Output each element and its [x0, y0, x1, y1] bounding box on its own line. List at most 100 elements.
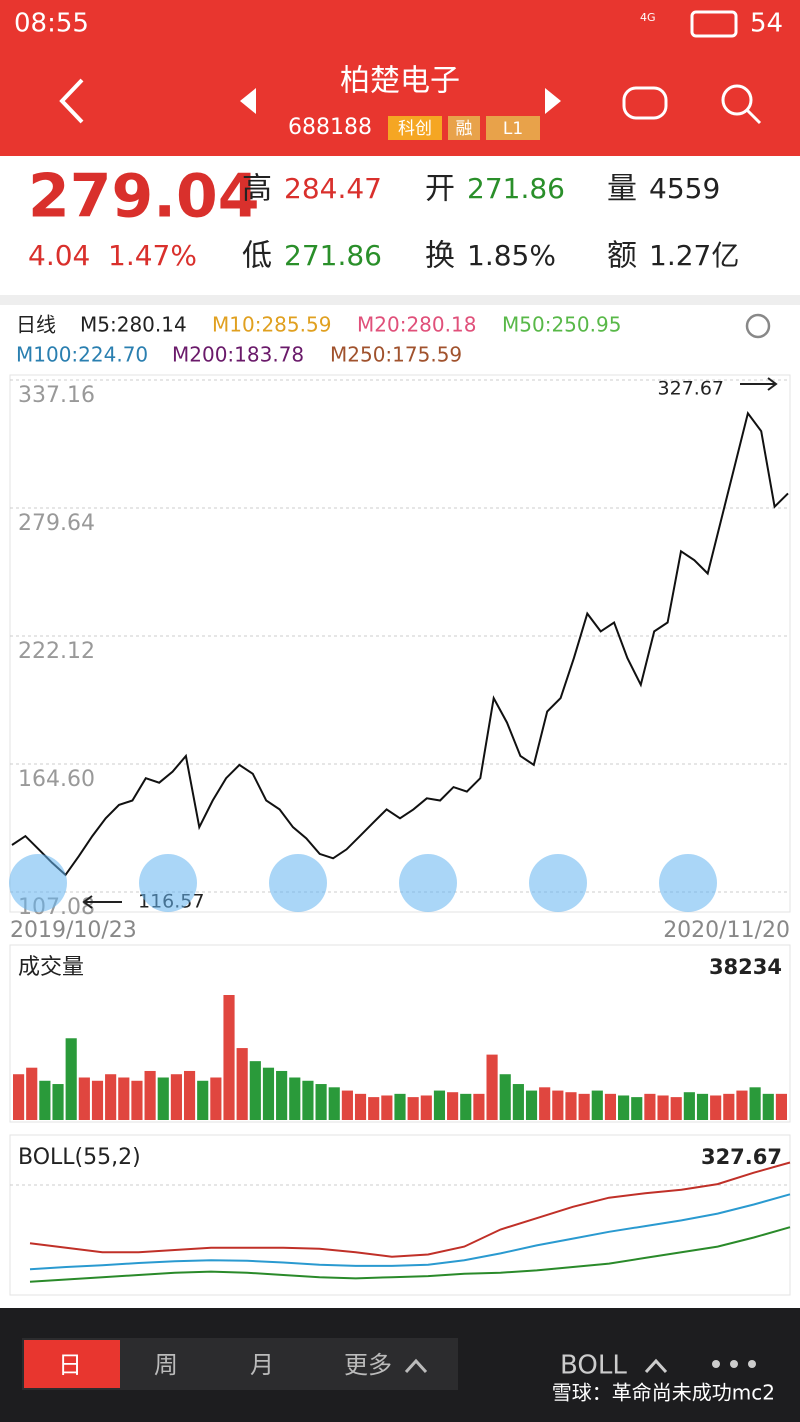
max-label: 327.67 — [658, 378, 724, 400]
x-label: 2020/11/20 — [663, 918, 790, 943]
ma-label: M100:224.70 — [16, 343, 148, 367]
volume-bar — [762, 1093, 774, 1120]
volume-bar — [775, 1093, 787, 1120]
ma-label: 日线 — [16, 313, 56, 337]
field-label: 额 — [607, 239, 637, 274]
volume-bar — [91, 1080, 104, 1120]
field-label: 低 — [242, 239, 272, 274]
settings-icon[interactable] — [745, 313, 771, 339]
volume-bar — [525, 1090, 538, 1120]
tab[interactable]: 更多 — [344, 1351, 392, 1379]
tag-bg — [448, 116, 480, 140]
volume-bar — [341, 1090, 353, 1120]
chevron — [404, 1358, 428, 1374]
volume-bar — [13, 1074, 25, 1120]
volume-bar — [39, 1080, 51, 1120]
zoom-button[interactable] — [139, 854, 197, 912]
volume-bar — [591, 1090, 603, 1120]
volume-bar — [486, 1054, 498, 1120]
prev-stock[interactable] — [240, 88, 256, 114]
change-pct: 1.47% — [108, 239, 197, 272]
back-button[interactable] — [59, 78, 84, 124]
volume-bar — [354, 1093, 367, 1120]
ma-label: M200:183.78 — [172, 343, 304, 367]
next-stock[interactable] — [545, 88, 561, 114]
volume-bar — [723, 1093, 735, 1120]
volume-bar — [52, 1084, 64, 1120]
volume-bar — [552, 1090, 564, 1120]
status-time: 08:55 — [14, 9, 89, 39]
volume-bar — [433, 1090, 446, 1120]
more-dot — [748, 1360, 756, 1368]
ma-label: M250:175.59 — [330, 343, 462, 367]
boll-line — [29, 1226, 791, 1283]
tab-active — [24, 1340, 120, 1388]
volume-bar — [749, 1087, 761, 1120]
boll-panel — [9, 1134, 791, 1296]
volume-bar — [683, 1092, 695, 1120]
zoom-button[interactable] — [529, 854, 587, 912]
zoom-button[interactable] — [399, 854, 457, 912]
field-value: 1.27亿 — [649, 239, 739, 272]
price: 279.04 — [28, 162, 260, 232]
volume-bar — [394, 1093, 406, 1120]
volume-bar — [696, 1093, 709, 1120]
volume-bar — [249, 1061, 261, 1120]
max-arrow — [740, 377, 778, 391]
tab[interactable]: 周 — [154, 1351, 178, 1379]
tab[interactable]: 日 — [58, 1351, 82, 1379]
search-icon[interactable] — [721, 84, 753, 116]
volume-bar — [262, 1067, 275, 1120]
zoom-button[interactable] — [269, 854, 327, 912]
volume-bar — [144, 1070, 156, 1120]
zoom-button[interactable] — [659, 854, 717, 912]
stock-code: 688188 — [288, 115, 372, 140]
volume-bar — [315, 1084, 327, 1120]
volume-bar — [26, 1067, 38, 1120]
y-tick-label: 38234 — [709, 955, 782, 979]
x-label: 2019/10/23 — [10, 918, 137, 943]
volume-bar — [604, 1093, 617, 1120]
volume-bar — [170, 1074, 182, 1120]
battery: 54 — [750, 9, 783, 39]
volume-bar — [236, 1048, 248, 1120]
y-tick-label: 164.60 — [18, 767, 95, 792]
volume-bar — [736, 1090, 748, 1120]
field-label: 开 — [425, 172, 455, 207]
ma-label: M50:250.95 — [502, 313, 621, 337]
volume-bar — [460, 1093, 472, 1120]
field-value: 284.47 — [284, 172, 382, 205]
tab[interactable]: 月 — [250, 1351, 274, 1379]
volume-bar — [420, 1095, 432, 1120]
volume-bar — [473, 1093, 485, 1120]
field-value: 1.85% — [467, 239, 556, 272]
volume-bar — [670, 1097, 682, 1120]
volume-bar — [578, 1093, 590, 1120]
zoom-button[interactable] — [9, 854, 67, 912]
separator — [0, 295, 800, 305]
volume-bar — [183, 1070, 196, 1120]
search-icon — [745, 108, 762, 125]
tag: 融 — [456, 119, 473, 139]
volume-bar — [657, 1095, 669, 1120]
price-panel — [9, 374, 791, 913]
field-label: 量 — [607, 172, 637, 207]
volume-bar — [223, 995, 235, 1120]
watermark: 雪球：革命尚未成功mc2 — [552, 1381, 775, 1405]
field-value: 4559 — [649, 172, 720, 205]
volume-bar — [276, 1070, 288, 1120]
chevron — [644, 1358, 668, 1374]
ma-label: M20:280.18 — [357, 313, 476, 337]
volume-bar — [618, 1095, 630, 1120]
stock-title: 柏楚电子 — [340, 64, 460, 99]
volume-bar — [289, 1077, 301, 1120]
robot-icon[interactable] — [622, 86, 668, 120]
volume-bar — [131, 1080, 143, 1120]
more-dot[interactable] — [712, 1360, 720, 1368]
volume-bar — [328, 1087, 340, 1120]
indicator[interactable]: BOLL — [560, 1351, 627, 1381]
network: 4G — [640, 11, 656, 24]
panel-title: BOLL(55,2) — [18, 1145, 141, 1170]
y-tick-label: 279.64 — [18, 511, 95, 536]
